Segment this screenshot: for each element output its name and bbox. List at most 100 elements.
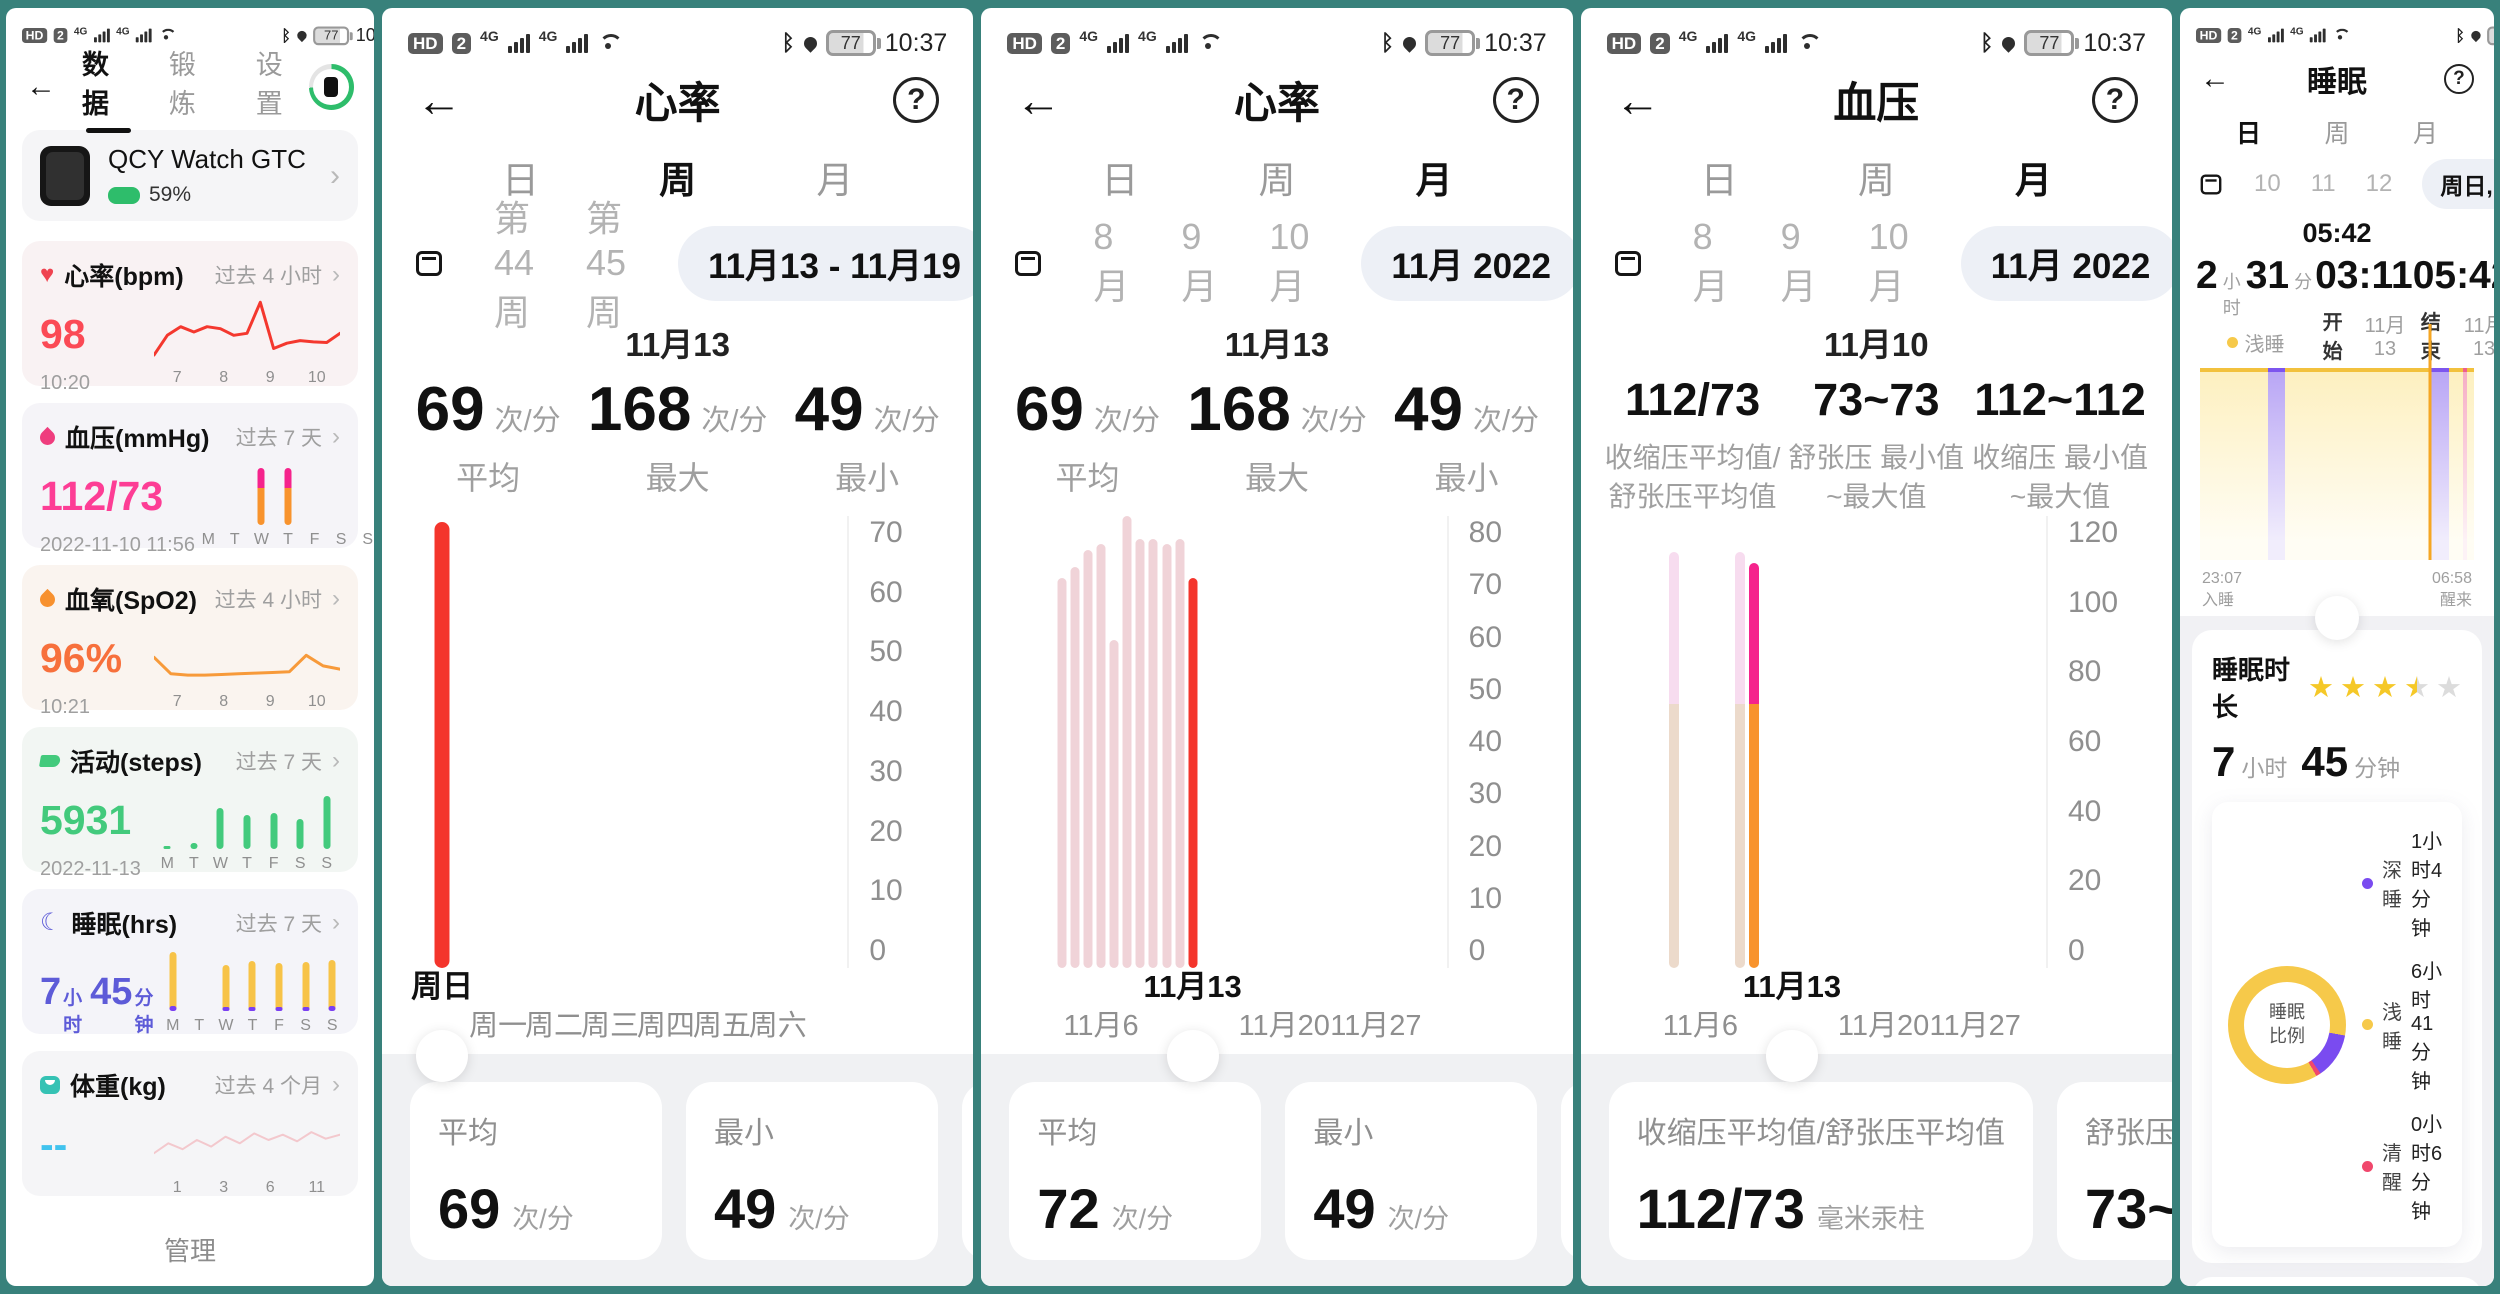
- signal-icon: [93, 28, 110, 42]
- tab-day[interactable]: 日: [2235, 120, 2261, 148]
- chevron-right-icon: ›: [332, 747, 340, 774]
- chart-slider-knob[interactable]: [1166, 1030, 1219, 1082]
- data-dashboard-screen: HD 2 4G 4G ᛒ 77 10:36 ← 数据 锻炼 设置: [6, 8, 374, 1286]
- back-icon[interactable]: ←: [1614, 74, 1661, 126]
- wifi-icon: [158, 28, 175, 42]
- 4g-label: 4G: [1079, 28, 1099, 44]
- sim-icon: 2: [1050, 32, 1071, 54]
- 4g-label: 4G: [73, 24, 88, 36]
- signal-icon: [507, 33, 530, 53]
- heart-rate-month-screen: HD 2 4G 4G ᛒ 77 10:37 ← 心率 ? 日 周 月: [981, 8, 1573, 1286]
- list-item[interactable]: 睡眠时长正常›参考值: 6~10小时: [2212, 1281, 2462, 1286]
- week-option[interactable]: 第45周: [586, 198, 627, 333]
- card-title: 活动(steps): [70, 749, 202, 777]
- month-option[interactable]: 8月: [1093, 216, 1130, 307]
- selected-date: 11月13: [625, 326, 730, 363]
- tab-day[interactable]: 日: [1101, 160, 1139, 201]
- card-heart-rate[interactable]: ♥ 心率(bpm) 过去 4 小时 › 98 10:20 7 8 9 10: [22, 241, 358, 394]
- tab-week[interactable]: 周: [1258, 160, 1296, 201]
- blood-pressure-mini-chart: [195, 459, 374, 525]
- bar-chart[interactable]: 70 60 50 40 30 20 10 0: [430, 516, 947, 968]
- period-tabs: 日 周 月: [2180, 106, 2494, 154]
- week-option[interactable]: 第44周: [494, 198, 535, 333]
- page-title: 心率: [634, 80, 721, 128]
- manage-button[interactable]: 管理: [163, 1236, 216, 1266]
- tab-month[interactable]: 月: [1415, 160, 1453, 201]
- selected-month-pill[interactable]: 11月 2022: [1960, 225, 2172, 301]
- signal-icon: [2267, 28, 2284, 42]
- page-title: 睡眠: [2306, 66, 2367, 99]
- card-blood-pressure[interactable]: 血压(mmHg) 过去 7 天 › 112/73 2022-11-10 11:5…: [22, 403, 373, 556]
- back-icon[interactable]: ←: [2199, 62, 2230, 95]
- selected-week-pill[interactable]: 11月13 - 11月19: [678, 225, 974, 301]
- bp-avg-value: 112/73: [1624, 374, 1761, 425]
- back-icon[interactable]: ←: [26, 70, 56, 103]
- month-option[interactable]: 9月: [1181, 216, 1218, 307]
- chart-slider-knob[interactable]: [416, 1030, 469, 1082]
- card-spo2[interactable]: 血氧(SpO2) 过去 4 小时 › 96% 10:21 7 8 9 10: [22, 565, 358, 718]
- selected-day-pill[interactable]: 周日,11月13: [2422, 159, 2494, 209]
- device-card[interactable]: QCY Watch GTC 59% ›: [22, 130, 358, 221]
- selected-date: 11月10: [1824, 326, 1929, 363]
- weight-value: --: [40, 1121, 68, 1167]
- tab-month[interactable]: 月: [2412, 120, 2438, 148]
- help-icon[interactable]: ?: [2091, 77, 2138, 123]
- day-option[interactable]: 10: [2253, 170, 2281, 197]
- stat-label: 最小: [1434, 460, 1499, 496]
- wifi-icon: [1796, 34, 1820, 53]
- back-icon[interactable]: ←: [416, 74, 462, 126]
- day-option[interactable]: 11: [2310, 170, 2336, 197]
- segment-end: 05:42 结束11月13: [2412, 254, 2494, 363]
- tab-settings[interactable]: 设置: [255, 50, 283, 119]
- bar-chart[interactable]: 80 70 60 50 40 30 20 10 0: [1029, 516, 1546, 968]
- tab-day[interactable]: 日: [1700, 160, 1738, 201]
- selected-month-pill[interactable]: 11月 2022: [1361, 225, 1573, 301]
- location-icon: [1400, 33, 1419, 53]
- battery-icon: 77: [1425, 30, 1481, 56]
- card-weight[interactable]: 体重(kg) 过去 4 个月 › -- 1 3 6 11: [22, 1051, 358, 1196]
- chart-slider-knob[interactable]: [2314, 596, 2359, 640]
- sleep-stages-chart[interactable]: [2199, 324, 2474, 560]
- tab-week[interactable]: 周: [1857, 160, 1895, 201]
- back-icon[interactable]: ←: [1015, 74, 1062, 126]
- help-icon[interactable]: ?: [1492, 77, 1539, 123]
- sleep-mini-chart: [159, 945, 345, 1011]
- month-option[interactable]: 9月: [1780, 216, 1817, 307]
- day-selector: 10 11 12 周日,11月13: [2180, 154, 2494, 209]
- help-icon[interactable]: ?: [893, 77, 940, 123]
- oxygen-drop-icon: [36, 588, 59, 610]
- tab-day[interactable]: 日: [502, 160, 539, 201]
- tab-week[interactable]: 周: [659, 160, 697, 201]
- day-option[interactable]: 12: [2365, 170, 2393, 197]
- calendar-icon[interactable]: [1614, 250, 1641, 276]
- month-option[interactable]: 8月: [1692, 216, 1729, 307]
- sim-icon: 2: [53, 27, 68, 43]
- stats-row: 69 次/分 平均 168 次/分 最大 49 次/分 最小: [382, 358, 973, 508]
- watch-progress-avatar[interactable]: [308, 64, 354, 110]
- help-icon[interactable]: ?: [2443, 64, 2474, 94]
- unit: 次/分: [1472, 405, 1540, 437]
- heart-rate-value: 98: [40, 311, 86, 357]
- calendar-icon[interactable]: [416, 250, 442, 276]
- calendar-icon[interactable]: [1015, 250, 1042, 276]
- tab-week[interactable]: 周: [2324, 120, 2350, 148]
- tab-month[interactable]: 月: [2014, 160, 2052, 201]
- dia-range-value: 73~73: [1813, 374, 1940, 425]
- month-option[interactable]: 10月: [1868, 216, 1909, 307]
- month-option[interactable]: 10月: [1269, 216, 1310, 307]
- x-axis-labels: 11月6 11月13 11月20 11月27: [1029, 968, 1434, 1082]
- tab-month[interactable]: 月: [816, 160, 854, 201]
- tab-exercise[interactable]: 锻炼: [168, 50, 196, 119]
- chart-slider-knob[interactable]: [1766, 1030, 1818, 1082]
- card-period: 过去 4 小时: [214, 265, 322, 288]
- bar-chart[interactable]: 120 100 80 60 40 20 0: [1629, 516, 2146, 968]
- max-value: 168: [1187, 375, 1291, 444]
- week-selector: 第44周 第45周 11月13 - 11月19: [382, 198, 974, 333]
- tab-data[interactable]: 数据: [82, 43, 135, 133]
- status-time: 10:37: [2083, 28, 2146, 57]
- calendar-icon[interactable]: [2200, 174, 2222, 194]
- location-icon: [1999, 33, 2019, 53]
- page-title: 血压: [1833, 80, 1920, 128]
